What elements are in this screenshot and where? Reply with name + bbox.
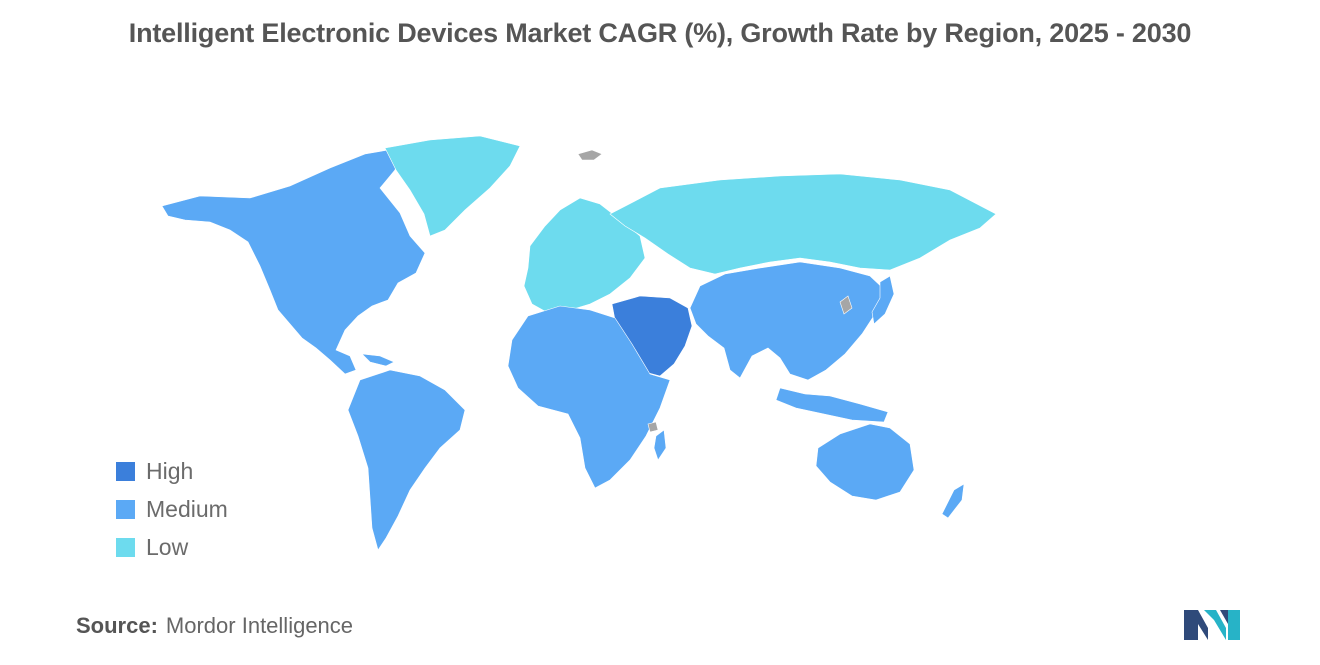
region-caribbean: [361, 353, 395, 367]
logo-shape-right: [1228, 610, 1240, 640]
source-text: Mordor Intelligence: [165, 613, 354, 638]
legend: High Medium Low: [116, 452, 228, 566]
region-south-america: [347, 369, 466, 551]
region-new-zealand: [941, 483, 965, 519]
region-southeast-asia-islands: [775, 387, 889, 423]
region-africa: [507, 305, 671, 489]
legend-swatch-medium: [116, 499, 135, 519]
world-map-svg: [161, 135, 997, 551]
logo-shape-mid: [1204, 610, 1226, 640]
region-no-data-korea: [839, 295, 853, 315]
legend-item-high: High: [116, 452, 228, 490]
legend-swatch-high: [116, 461, 135, 481]
logo-shape-accent: [1220, 610, 1228, 624]
legend-item-low: Low: [116, 528, 228, 566]
region-no-data-arabia-tip: [647, 421, 659, 433]
region-australia: [815, 423, 915, 501]
mordor-intelligence-logo-icon: [1184, 610, 1240, 640]
region-greenland: [384, 135, 521, 237]
source-label: Source:: [76, 613, 158, 638]
legend-swatch-low: [116, 537, 135, 557]
source-line: Source: Mordor Intelligence: [76, 613, 353, 639]
region-north-america: [161, 147, 426, 375]
legend-label-medium: Medium: [146, 495, 228, 522]
logo-shape-left: [1184, 610, 1208, 640]
region-madagascar: [653, 429, 667, 461]
legend-label-low: Low: [146, 533, 189, 560]
region-asia: [689, 261, 886, 381]
region-japan: [871, 275, 895, 325]
region-russia: [609, 173, 997, 275]
world-map: [140, 118, 1180, 558]
region-no-data-svalbard: [577, 149, 603, 161]
chart-title: Intelligent Electronic Devices Market CA…: [128, 18, 1192, 48]
legend-item-medium: Medium: [116, 490, 228, 528]
region-europe: [523, 197, 646, 315]
legend-label-high: High: [146, 457, 194, 484]
